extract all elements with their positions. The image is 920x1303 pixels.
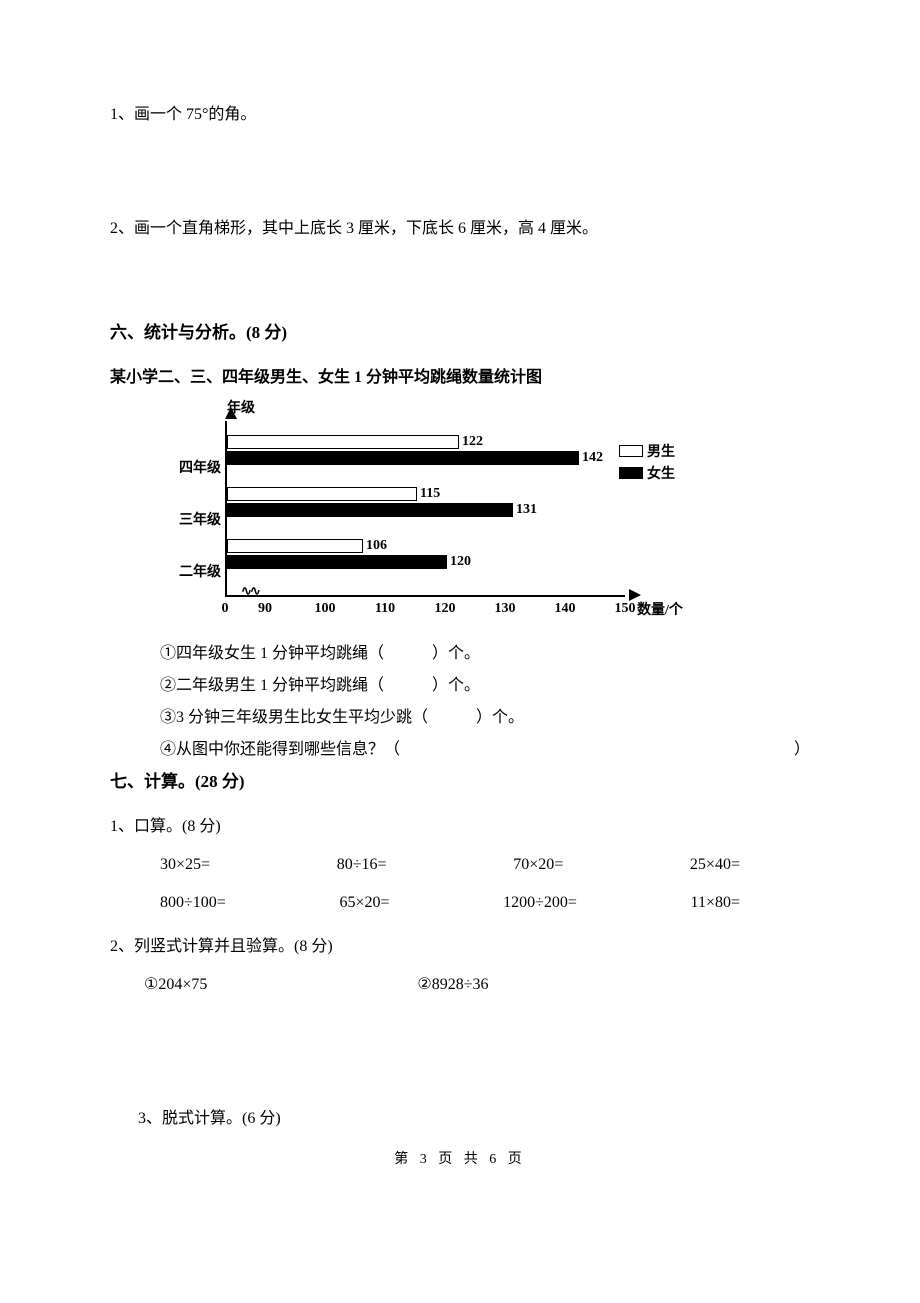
bar-female: 131 bbox=[227, 503, 513, 517]
section7-sub1-title: 1、口算。(8 分) bbox=[110, 812, 810, 836]
section-6-title: 六、统计与分析。(8 分) bbox=[110, 318, 810, 343]
q4-suffix: ） bbox=[794, 735, 810, 759]
bar-value: 131 bbox=[516, 502, 537, 518]
mental-calc-row2: 800÷100= 65×20= 1200÷200= 11×80= bbox=[160, 894, 740, 912]
mental-calc-row1: 30×25= 80÷16= 70×20= 25×40= bbox=[160, 856, 740, 874]
section7-sub2-title: 2、列竖式计算并且验算。(8 分) bbox=[110, 932, 810, 956]
q4-prefix: ④从图中你还能得到哪些信息？（ bbox=[160, 735, 400, 759]
bar-female: 142 bbox=[227, 451, 579, 465]
section6-q2: ②二年级男生 1 分钟平均跳绳（ ）个。 bbox=[160, 671, 810, 695]
x-tick-label: 140 bbox=[555, 601, 576, 617]
x-tick-label: 0 bbox=[222, 601, 229, 617]
vertical-calc-item: ②8928÷36 bbox=[417, 974, 488, 994]
category-label: 二年级 bbox=[165, 545, 225, 597]
legend-label-male: 男生 bbox=[647, 441, 675, 461]
bar-group: 106120 bbox=[227, 525, 625, 577]
chart-legend: 男生 女生 bbox=[619, 441, 675, 485]
calc-item: 1200÷200= bbox=[503, 894, 577, 912]
bars-area: ∿∿ 男生 女生 122142115131106120 bbox=[225, 421, 625, 597]
section-7-title: 七、计算。(28 分) bbox=[110, 767, 810, 792]
calc-item: 30×25= bbox=[160, 856, 210, 874]
bar-value: 142 bbox=[582, 450, 603, 466]
section6-q1: ①四年级女生 1 分钟平均跳绳（ ）个。 bbox=[160, 639, 810, 663]
x-axis-label: 数量/个 bbox=[637, 599, 683, 619]
vertical-calc-item: ①204×75 bbox=[144, 974, 207, 994]
bar-value: 115 bbox=[420, 486, 440, 502]
axis-break-icon: ∿∿ bbox=[241, 583, 259, 599]
section6-q4: ④从图中你还能得到哪些信息？（ ） bbox=[160, 735, 810, 759]
bar-value: 120 bbox=[450, 554, 471, 570]
calc-item: 65×20= bbox=[339, 894, 389, 912]
category-label: 四年级 bbox=[165, 441, 225, 493]
bar-value: 122 bbox=[462, 434, 483, 450]
x-tick-label: 110 bbox=[375, 601, 395, 617]
bar-male: 122 bbox=[227, 435, 459, 449]
vertical-calc-row: ①204×75 ②8928÷36 bbox=[144, 974, 810, 994]
bar-value: 106 bbox=[366, 538, 387, 554]
section6-q3: ③3 分钟三年级男生比女生平均少跳（ ）个。 bbox=[160, 703, 810, 727]
x-tick-label: 150 bbox=[615, 601, 636, 617]
page-footer: 第 3 页 共 6 页 bbox=[110, 1148, 810, 1168]
x-tick-label: 130 bbox=[495, 601, 516, 617]
question-5-1: 1、画一个 75°的角。 bbox=[110, 100, 810, 124]
bar-female: 120 bbox=[227, 555, 447, 569]
calc-item: 11×80= bbox=[691, 894, 740, 912]
category-label: 三年级 bbox=[165, 493, 225, 545]
x-axis: 090100110120130140150 数量/个 bbox=[225, 601, 625, 619]
calc-item: 800÷100= bbox=[160, 894, 226, 912]
section7-sub3-title: 3、脱式计算。(6 分) bbox=[138, 1104, 810, 1128]
calc-item: 25×40= bbox=[690, 856, 740, 874]
calc-item: 70×20= bbox=[513, 856, 563, 874]
chart-title: 某小学二、三、四年级男生、女生 1 分钟平均跳绳数量统计图 bbox=[110, 363, 810, 387]
y-categories: 四年级三年级二年级 bbox=[165, 421, 225, 597]
bar-group: 115131 bbox=[227, 473, 625, 525]
x-tick-label: 90 bbox=[258, 601, 272, 617]
y-axis-label: 年级 bbox=[227, 397, 810, 417]
question-5-2: 2、画一个直角梯形，其中上底长 3 厘米，下底长 6 厘米，高 4 厘米。 bbox=[110, 214, 810, 238]
x-tick-label: 100 bbox=[315, 601, 336, 617]
x-tick-label: 120 bbox=[435, 601, 456, 617]
bar-male: 115 bbox=[227, 487, 417, 501]
calc-item: 80÷16= bbox=[337, 856, 387, 874]
bar-chart: 年级 四年级三年级二年级 ∿∿ 男生 女生 122142115131106120… bbox=[165, 397, 810, 619]
bar-male: 106 bbox=[227, 539, 363, 553]
bar-group: 122142 bbox=[227, 421, 625, 473]
legend-label-female: 女生 bbox=[647, 463, 675, 483]
